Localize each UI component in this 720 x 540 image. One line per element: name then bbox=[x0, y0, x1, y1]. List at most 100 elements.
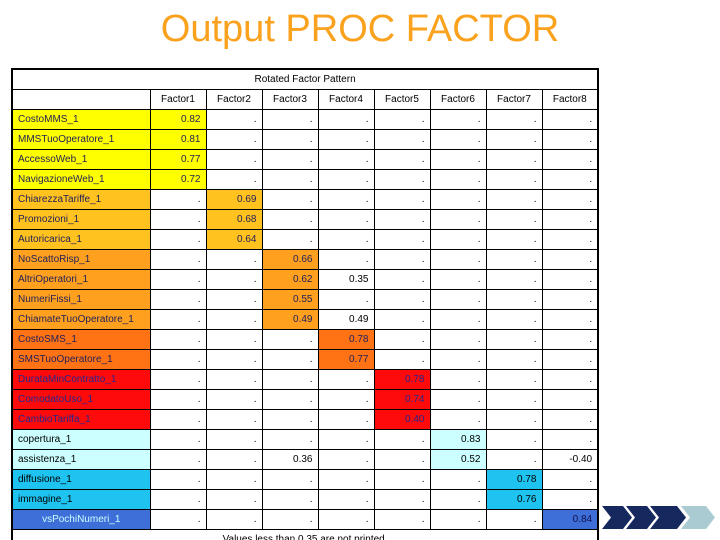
column-header-factor3: Factor3 bbox=[261, 89, 319, 110]
row-label: ChiarezzaTariffe_1 bbox=[11, 189, 151, 210]
cell-missing: . bbox=[429, 209, 487, 230]
cell-missing: . bbox=[541, 369, 599, 390]
cell-missing: . bbox=[149, 229, 207, 250]
cell-missing: . bbox=[317, 229, 375, 250]
cell-missing: . bbox=[541, 209, 599, 230]
table-row: MMSTuoOperatore_1 0.81....... bbox=[11, 129, 599, 150]
table-row: immagine_1...... 0.76. bbox=[11, 489, 599, 510]
cell-missing: . bbox=[149, 469, 207, 490]
cell-missing: . bbox=[149, 269, 207, 290]
cell-missing: . bbox=[485, 429, 543, 450]
cell-loading: 0.66 bbox=[261, 249, 319, 270]
cell-missing: . bbox=[261, 209, 319, 230]
table-title: Rotated Factor Pattern bbox=[11, 68, 599, 90]
cell-missing: . bbox=[261, 349, 319, 370]
table-row: CostoMMS_1 0.82....... bbox=[11, 109, 599, 130]
cell-missing: . bbox=[261, 369, 319, 390]
cell-loading: 0.83 bbox=[429, 429, 487, 450]
cell-missing: . bbox=[485, 289, 543, 310]
cell-missing: . bbox=[541, 489, 599, 510]
row-label: diffusione_1 bbox=[11, 469, 151, 490]
cell-missing: . bbox=[205, 429, 263, 450]
cell-missing: . bbox=[373, 269, 431, 290]
column-header-factor4: Factor4 bbox=[317, 89, 375, 110]
cell-missing: . bbox=[205, 309, 263, 330]
cell-missing: . bbox=[317, 129, 375, 150]
row-label: NumeriFissi_1 bbox=[11, 289, 151, 310]
cell-missing: . bbox=[205, 509, 263, 530]
cell-missing: . bbox=[317, 369, 375, 390]
cell-missing: . bbox=[149, 209, 207, 230]
table-row: CostoSMS_1... 0.78.... bbox=[11, 329, 599, 350]
cell-missing: . bbox=[261, 169, 319, 190]
table-row: AltriOperatori_1.. 0.62 0.35.... bbox=[11, 269, 599, 290]
cell-missing: . bbox=[261, 109, 319, 130]
cell-missing: . bbox=[541, 249, 599, 270]
cell-missing: . bbox=[373, 189, 431, 210]
cell-missing: . bbox=[149, 369, 207, 390]
column-header-factor8: Factor8 bbox=[541, 89, 599, 110]
cell-missing: . bbox=[317, 249, 375, 270]
cell-missing: . bbox=[485, 129, 543, 150]
row-label: ComodatoUso_1 bbox=[11, 389, 151, 410]
cell-missing: . bbox=[541, 429, 599, 450]
cell-missing: . bbox=[261, 329, 319, 350]
cell-missing: . bbox=[485, 509, 543, 530]
cell-missing: . bbox=[373, 429, 431, 450]
cell-missing: . bbox=[429, 349, 487, 370]
cell-missing: . bbox=[485, 149, 543, 170]
cell-loading: 0.35 bbox=[317, 269, 375, 290]
cell-missing: . bbox=[261, 429, 319, 450]
cell-missing: . bbox=[317, 489, 375, 510]
cell-missing: . bbox=[205, 329, 263, 350]
cell-loading: 0.72 bbox=[149, 169, 207, 190]
cell-missing: . bbox=[373, 349, 431, 370]
cell-missing: . bbox=[429, 249, 487, 270]
cell-missing: . bbox=[317, 289, 375, 310]
cell-loading: 0.55 bbox=[261, 289, 319, 310]
cell-missing: . bbox=[485, 329, 543, 350]
cell-missing: . bbox=[317, 169, 375, 190]
cell-missing: . bbox=[205, 149, 263, 170]
cell-missing: . bbox=[373, 229, 431, 250]
cell-missing: . bbox=[541, 349, 599, 370]
cell-missing: . bbox=[429, 169, 487, 190]
cell-loading: 0.82 bbox=[149, 109, 207, 130]
cell-missing: . bbox=[317, 109, 375, 130]
table-footnote-row: Values less than 0.35 are not printed. bbox=[11, 529, 599, 540]
cell-missing: . bbox=[541, 169, 599, 190]
slide-title: Output PROC FACTOR bbox=[160, 8, 560, 50]
cell-missing: . bbox=[541, 469, 599, 490]
row-label: CostoMMS_1 bbox=[11, 109, 151, 130]
cell-missing: . bbox=[373, 289, 431, 310]
column-header-factor5: Factor5 bbox=[373, 89, 431, 110]
table-row: ComodatoUso_1.... 0.74... bbox=[11, 389, 599, 410]
cell-missing: . bbox=[261, 149, 319, 170]
cell-loading: 0.81 bbox=[149, 129, 207, 150]
cell-missing: . bbox=[429, 509, 487, 530]
table-row: AccessoWeb_1 0.77....... bbox=[11, 149, 599, 170]
row-label: Promozioni_1 bbox=[11, 209, 151, 230]
cell-missing: . bbox=[205, 289, 263, 310]
cell-missing: . bbox=[373, 329, 431, 350]
cell-missing: . bbox=[317, 409, 375, 430]
cell-missing: . bbox=[541, 409, 599, 430]
column-header-factor1: Factor1 bbox=[149, 89, 207, 110]
cell-missing: . bbox=[317, 189, 375, 210]
cell-missing: . bbox=[541, 389, 599, 410]
cell-missing: . bbox=[205, 349, 263, 370]
cell-missing: . bbox=[429, 409, 487, 430]
cell-loading: 0.64 bbox=[205, 229, 263, 250]
cell-missing: . bbox=[149, 309, 207, 330]
cell-missing: . bbox=[373, 129, 431, 150]
cell-missing: . bbox=[149, 509, 207, 530]
cell-loading: 0.36 bbox=[261, 449, 319, 470]
cell-missing: . bbox=[485, 369, 543, 390]
cell-missing: . bbox=[317, 449, 375, 470]
table-title-row: Rotated Factor Pattern bbox=[11, 68, 599, 90]
row-label: AccessoWeb_1 bbox=[11, 149, 151, 170]
cell-missing: . bbox=[205, 409, 263, 430]
cell-missing: . bbox=[429, 109, 487, 130]
row-label: NavigazioneWeb_1 bbox=[11, 169, 151, 190]
cell-missing: . bbox=[429, 469, 487, 490]
